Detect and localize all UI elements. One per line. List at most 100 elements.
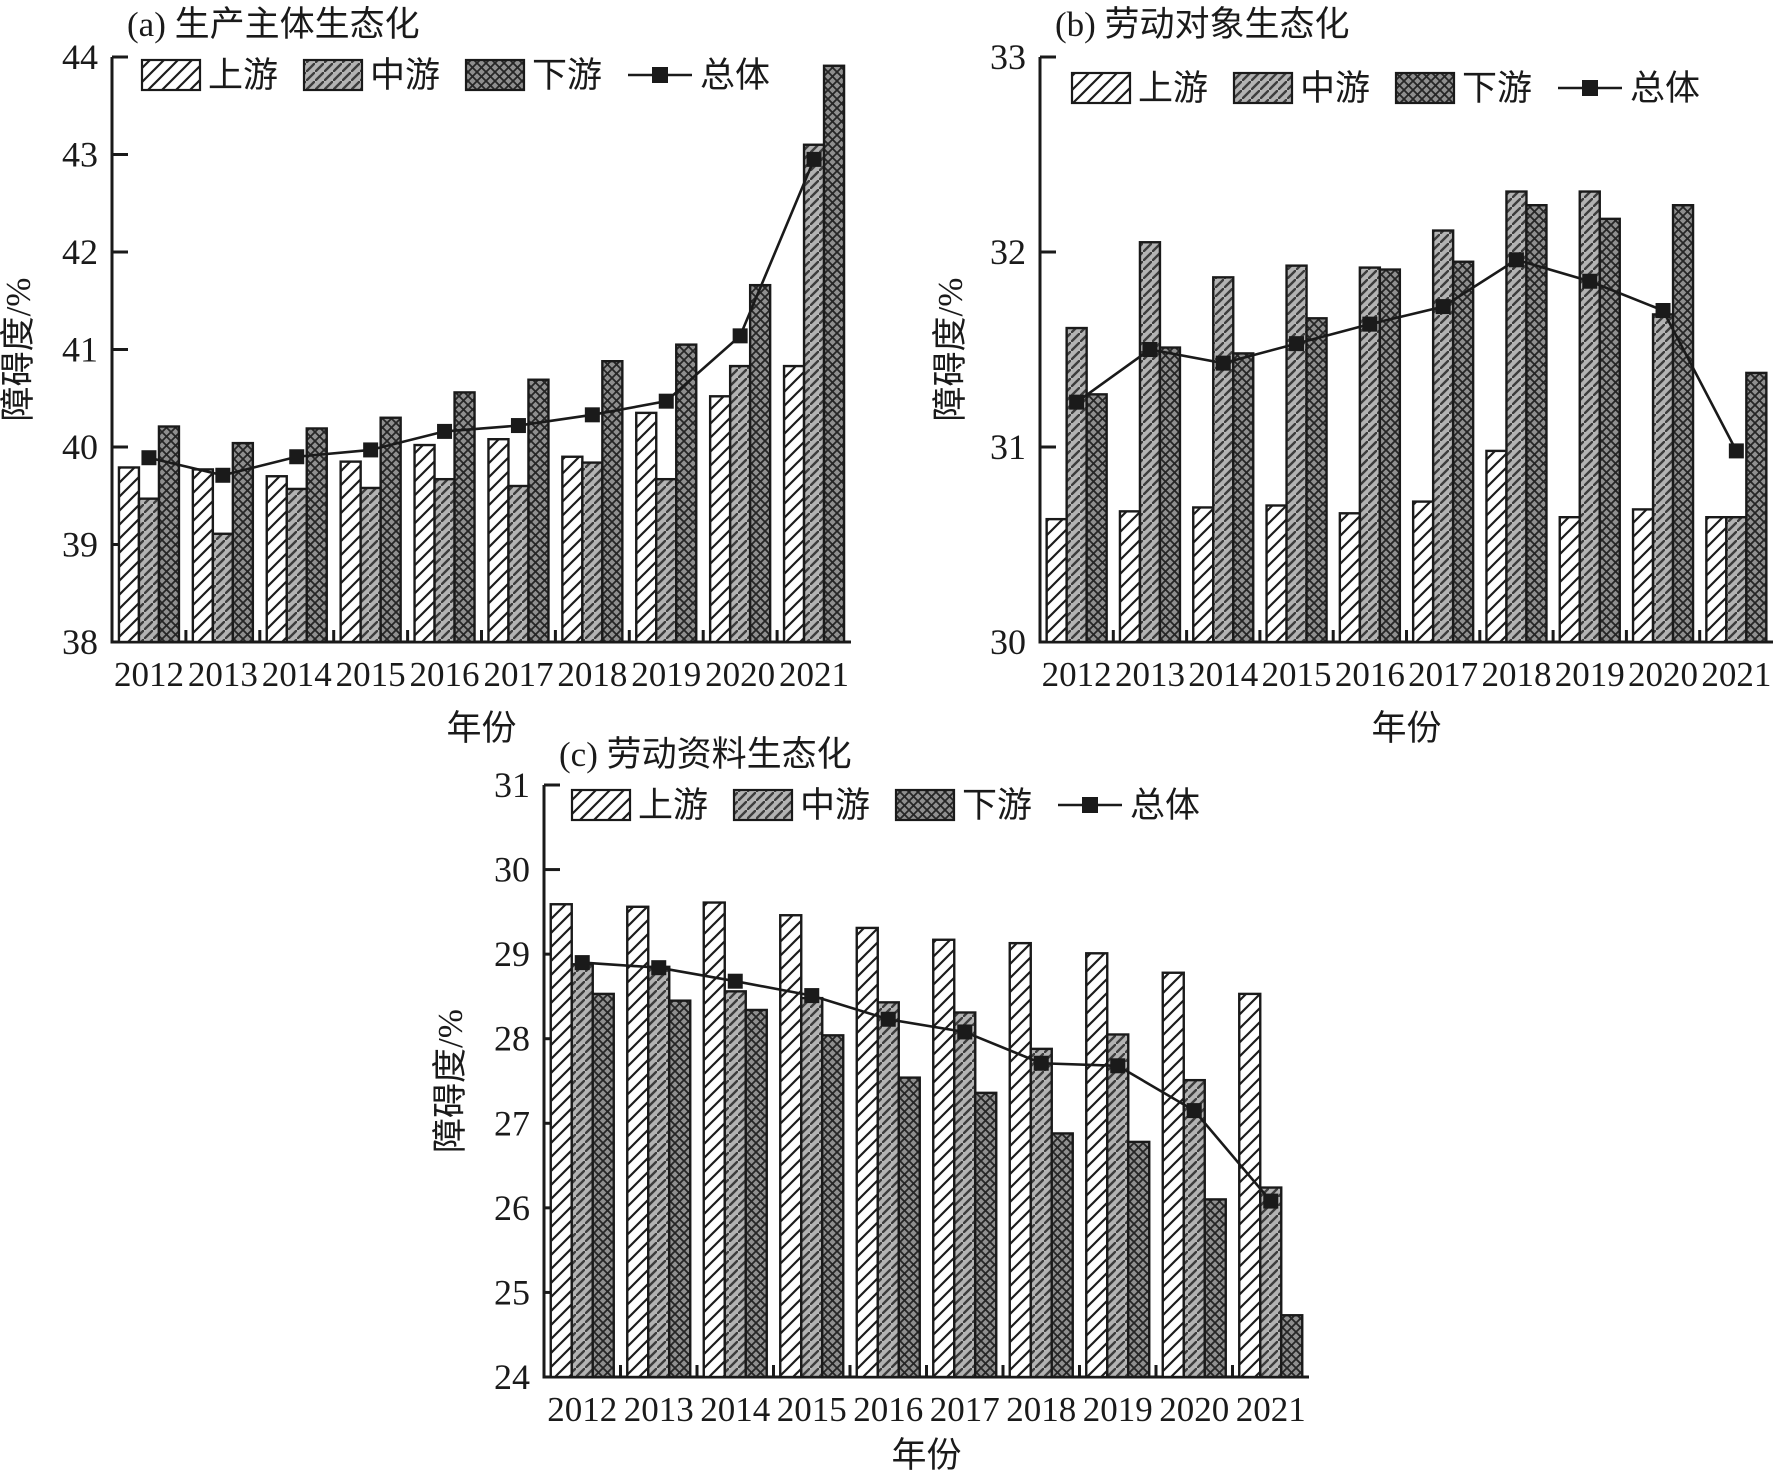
bar-upstream-2017	[487, 438, 510, 644]
bar-midstream-2013	[1138, 241, 1162, 644]
bar-midstream-2021	[1725, 516, 1748, 644]
x-year-label: 2015	[777, 1390, 847, 1429]
overall-marker-2012	[574, 955, 590, 971]
overall-marker-2018	[584, 407, 600, 423]
x-year-label: 2021	[1236, 1390, 1306, 1429]
bar-midstream-2021	[1259, 1186, 1283, 1379]
legend-swatch-downstream	[1394, 71, 1456, 105]
overall-marker-2016	[880, 1011, 896, 1027]
bar-downstream-2017	[974, 1091, 998, 1379]
bar-downstream-2012	[591, 992, 615, 1379]
bar-downstream-2021	[1745, 371, 1768, 644]
x-year-label: 2012	[1042, 655, 1112, 694]
y-tick-label: 26	[494, 1188, 530, 1228]
bar-downstream-2021	[822, 64, 846, 644]
y-tick-label: 25	[494, 1272, 530, 1312]
bar-upstream-2012	[117, 466, 141, 644]
y-tick-label: 28	[494, 1019, 530, 1059]
bar-upstream-2015	[339, 460, 362, 644]
legend-label-midstream: 中游	[370, 56, 440, 95]
bar-upstream-2020	[1631, 508, 1655, 644]
y-tick-label: 32	[990, 232, 1026, 272]
bar-upstream-2017	[1411, 500, 1435, 644]
x-year-label: 2021	[779, 655, 849, 694]
bar-midstream-2014	[723, 990, 747, 1379]
overall-marker-2016	[437, 423, 453, 439]
legend-label-overall: 总体	[1630, 69, 1700, 108]
y-tick-label: 31	[494, 765, 530, 805]
bar-downstream-2017	[1451, 260, 1475, 644]
bar-upstream-2016	[413, 443, 436, 644]
bar-upstream-2014	[702, 901, 726, 1379]
overall-marker-2012	[141, 450, 157, 466]
x-year-label: 2014	[700, 1390, 770, 1429]
x-axis-title: 年份	[446, 709, 516, 748]
bar-upstream-2015	[1265, 504, 1288, 644]
overall-marker-2021	[806, 151, 822, 167]
overall-marker-2015	[1289, 336, 1305, 352]
bar-downstream-2012	[157, 425, 181, 644]
overall-marker-2020	[732, 328, 748, 344]
y-tick-label: 33	[990, 37, 1026, 77]
bar-upstream-2015	[779, 914, 803, 1379]
x-axis-title: 年份	[891, 1436, 961, 1475]
y-axis-title: 障碍度/%	[931, 278, 970, 422]
bar-midstream-2017	[507, 484, 530, 644]
bar-downstream-2019	[1127, 1140, 1151, 1379]
overall-line	[582, 961, 1272, 1202]
bar-midstream-2018	[581, 461, 604, 644]
bar-midstream-2020	[1182, 1078, 1206, 1379]
overall-marker-2014	[1215, 355, 1231, 371]
y-tick-label: 39	[62, 525, 98, 565]
bar-downstream-2017	[527, 378, 550, 644]
x-year-label: 2017	[1408, 655, 1478, 694]
overall-marker-2021	[1728, 443, 1744, 459]
y-tick-label: 38	[62, 622, 98, 662]
legend-label-upstream: 上游	[638, 786, 708, 825]
bar-midstream-2020	[728, 364, 752, 644]
bar-midstream-2015	[800, 996, 824, 1379]
bar-upstream-2012	[1045, 517, 1068, 644]
bar-downstream-2015	[379, 416, 402, 644]
legend-swatch-midstream	[1232, 71, 1294, 105]
overall-marker-2013	[1142, 342, 1158, 357]
bar-upstream-2021	[1705, 516, 1728, 644]
legend-marker-sample	[1582, 80, 1598, 96]
x-year-label: 2016	[410, 655, 480, 694]
bar-downstream-2014	[744, 1008, 768, 1379]
overall-marker-2017	[1435, 299, 1451, 315]
x-year-label: 2020	[1159, 1390, 1229, 1429]
legend-swatch-upstream	[1070, 71, 1132, 105]
bar-upstream-2020	[1161, 971, 1185, 1379]
overall-marker-2019	[658, 393, 674, 409]
overall-marker-2015	[804, 988, 820, 1004]
y-tick-label: 31	[990, 427, 1026, 467]
bar-downstream-2013	[668, 999, 692, 1379]
legend-label-overall: 总体	[700, 56, 770, 95]
overall-marker-2016	[1362, 316, 1378, 332]
y-axis-title: 障碍度/%	[431, 1009, 470, 1153]
bar-downstream-2020	[1671, 203, 1695, 644]
overall-marker-2013	[215, 467, 231, 483]
bar-downstream-2020	[748, 283, 772, 644]
overall-marker-2020	[1655, 303, 1671, 318]
overall-marker-2020	[1186, 1103, 1202, 1119]
bar-downstream-2019	[675, 343, 698, 644]
bar-midstream-2013	[211, 532, 235, 644]
legend-swatch-midstream	[302, 58, 364, 92]
bar-downstream-2014	[1232, 352, 1255, 644]
y-tick-label: 42	[62, 232, 98, 272]
bar-midstream-2015	[1285, 264, 1308, 644]
bar-upstream-2019	[635, 411, 658, 644]
bar-downstream-2018	[601, 360, 624, 644]
y-tick-label: 24	[494, 1357, 530, 1397]
bar-midstream-2012	[1065, 326, 1088, 644]
bar-upstream-2018	[561, 455, 584, 644]
bar-midstream-2016	[876, 1001, 900, 1379]
overall-line	[148, 158, 816, 477]
x-year-label: 2014	[262, 655, 332, 694]
x-year-label: 2012	[547, 1390, 617, 1429]
x-year-label: 2015	[1262, 655, 1332, 694]
